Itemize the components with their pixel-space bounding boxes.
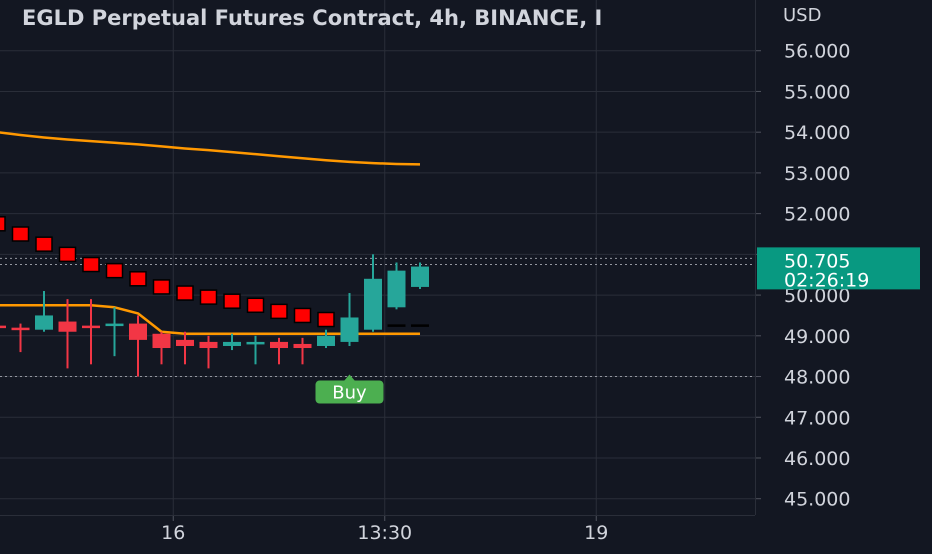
candle-body (270, 341, 288, 349)
candle-body (364, 278, 382, 330)
price-tick-label: 55.000 (784, 81, 850, 103)
candle-body (223, 341, 241, 346)
candles (0, 254, 429, 377)
buy-signal-box (315, 380, 384, 404)
candle-body (11, 327, 30, 331)
price-tick-label: 46.000 (784, 448, 850, 470)
candle-body (0, 325, 6, 329)
price-tick-label: 56.000 (784, 41, 850, 63)
slow-moving-average-line (0, 131, 421, 166)
candle-body (411, 266, 429, 287)
candle-body (246, 341, 265, 345)
candle-body (199, 341, 218, 349)
price-tick-label: 53.000 (784, 163, 850, 185)
trailing-stop-marker (223, 293, 241, 309)
trailing-stop-marker (270, 303, 288, 320)
candle-body (176, 339, 194, 346)
trailing-stop-marker (0, 216, 6, 232)
trailing-stop-marker (246, 297, 265, 314)
trailing-stop-marker (176, 285, 194, 301)
time-tick-label: 13:30 (357, 522, 412, 544)
candle-body (152, 333, 171, 349)
candle-body (293, 343, 312, 349)
time-tick-label: 19 (584, 522, 608, 544)
candle-body (317, 335, 335, 346)
trailing-stop-marker (58, 246, 77, 263)
buy-signal-arrow (343, 374, 356, 382)
trailing-stop-marker (11, 226, 30, 242)
price-tick-label: 52.000 (784, 204, 850, 226)
price-tick-label: 48.000 (784, 367, 850, 389)
trailing-stop-marker (152, 279, 171, 295)
buy-signal-label: Buy (332, 383, 367, 404)
trailing-stop-marker (317, 311, 335, 328)
candle-body (82, 325, 100, 329)
trailing-stop-markers (0, 216, 429, 328)
candle-body (105, 323, 124, 327)
candle-body (340, 317, 359, 342)
trailing-stop-marker (105, 262, 124, 279)
signal-markers: Buy (315, 374, 384, 404)
trailing-stop-marker (199, 289, 218, 305)
candle-body (387, 270, 406, 308)
trailing-stop-marker (293, 307, 312, 324)
candle-body (129, 323, 147, 340)
candle-body (58, 321, 77, 332)
price-tick-label: 47.000 (784, 407, 850, 429)
time-tick-label: 16 (161, 522, 185, 544)
trailing-stop-marker (35, 236, 53, 252)
horizontal-lines (0, 257, 755, 378)
price-tick-label: 45.000 (784, 489, 850, 511)
bar-countdown: 02:26:19 (784, 269, 869, 291)
price-tick-label: 50.000 (784, 285, 850, 307)
last-price-value: 50.705 (784, 250, 850, 272)
trailing-stop-marker (129, 271, 147, 287)
price-axis-unit: USD (783, 5, 822, 26)
chart-title: EGLD Perpetual Futures Contract, 4h, BIN… (22, 6, 603, 30)
price-tick-label: 54.000 (784, 122, 850, 144)
trailing-stop-marker (82, 256, 100, 273)
candle-body (35, 315, 53, 330)
time-axis[interactable]: 16 13:30 19 (0, 515, 755, 544)
last-price-box (757, 247, 920, 290)
price-tick-label: 49.000 (784, 326, 850, 348)
